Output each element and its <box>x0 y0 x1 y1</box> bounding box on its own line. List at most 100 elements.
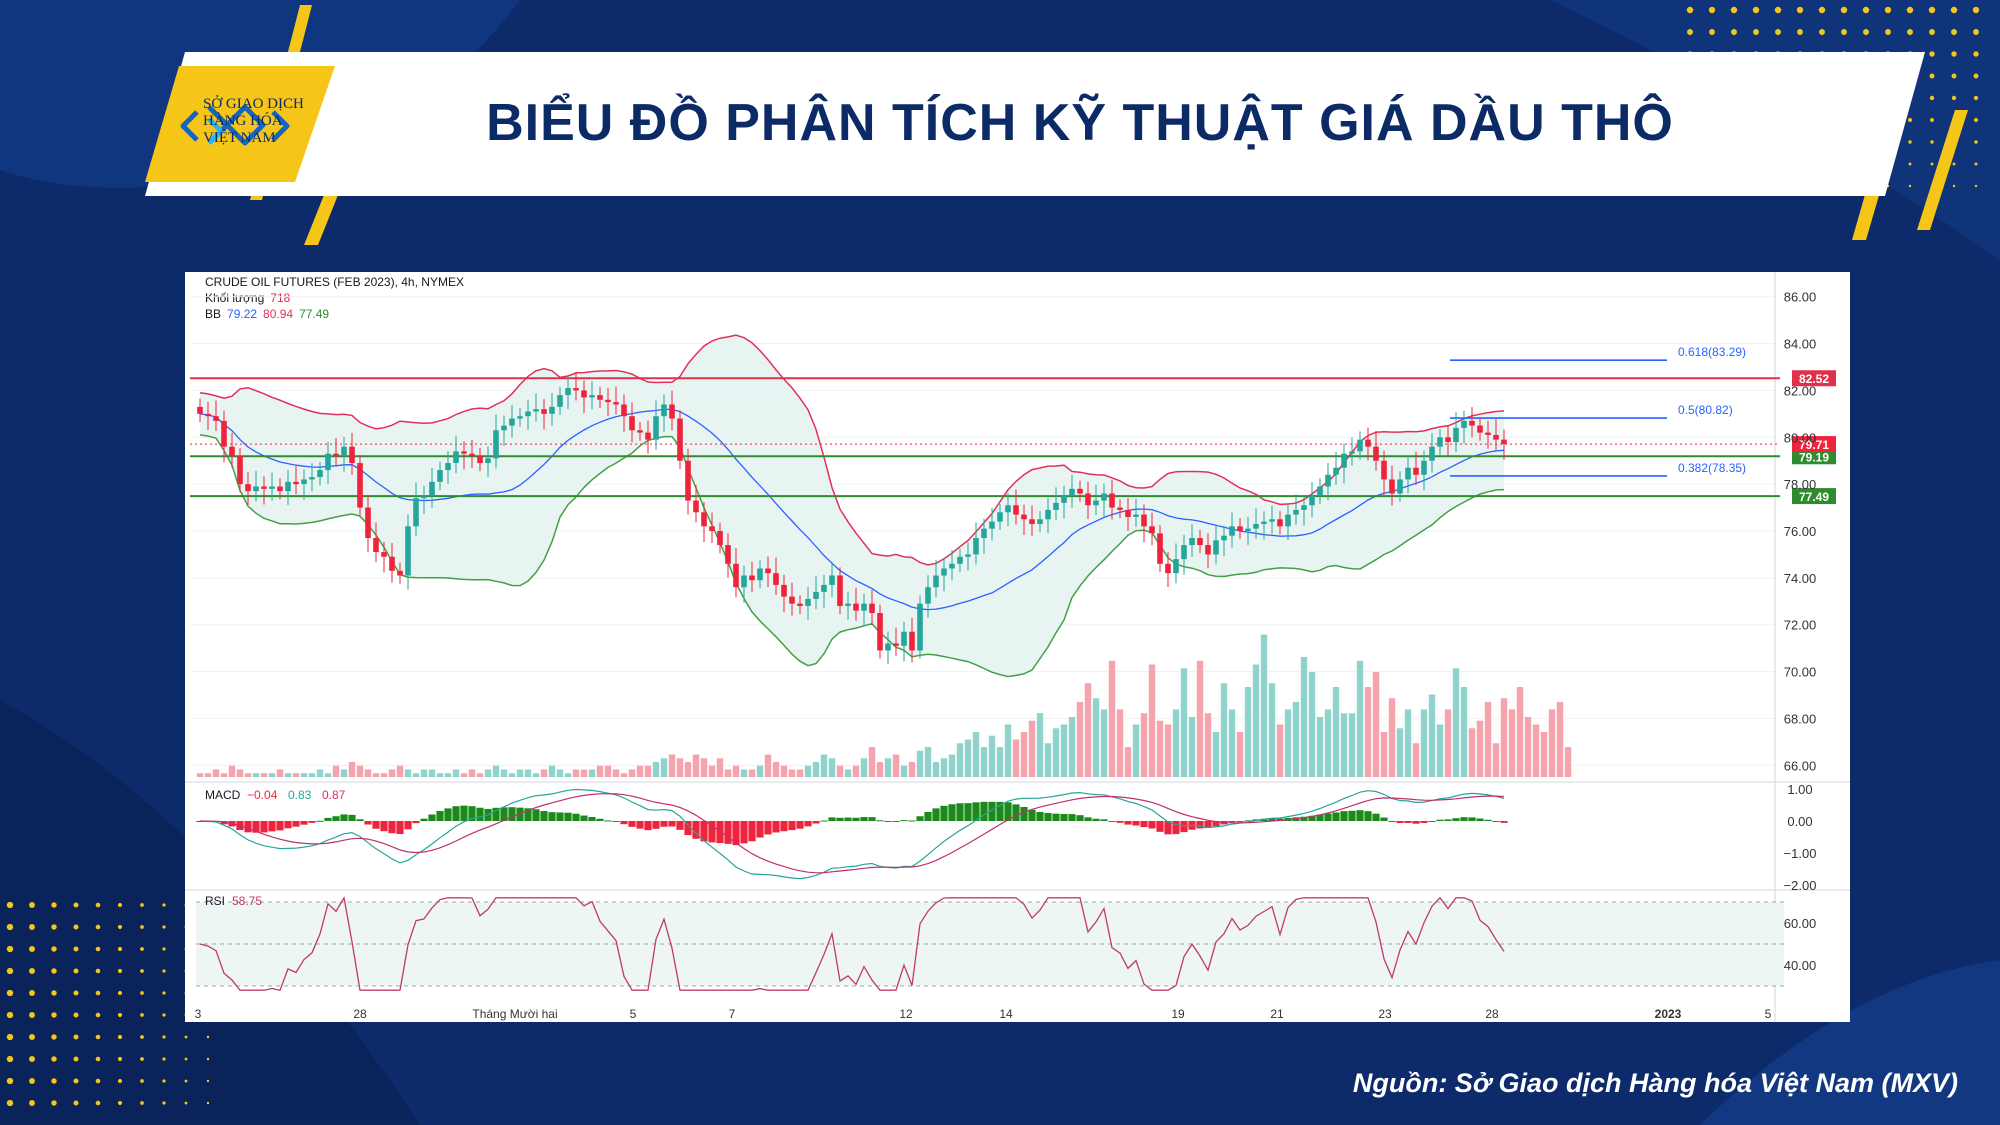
decor-dot <box>73 1078 79 1084</box>
decor-dot <box>1951 29 1957 35</box>
decor-dot <box>1929 95 1935 101</box>
decor-dot <box>6 1055 14 1063</box>
decor-dot <box>95 902 101 908</box>
decor-dot <box>184 1079 188 1083</box>
decor-dot <box>1884 6 1892 14</box>
decor-dot <box>1774 6 1782 14</box>
decor-dot <box>140 1057 144 1061</box>
decor-dot <box>29 1078 35 1084</box>
decor-dot <box>162 903 166 907</box>
decor-dot <box>184 1057 188 1061</box>
volume-value: 718 <box>270 291 291 305</box>
decor-dot <box>73 946 79 952</box>
symbol-line: CRUDE OIL FUTURES (FEB 2023), 4h, NYMEX <box>205 275 464 289</box>
decor-dot <box>1908 162 1912 166</box>
decor-dot <box>29 902 35 908</box>
decor-dot <box>1928 6 1936 14</box>
decor-dot <box>73 1012 79 1018</box>
decor-dot <box>140 969 144 973</box>
decor-dot <box>184 1101 188 1105</box>
decor-dot <box>140 1101 144 1105</box>
decor-dot <box>206 1079 210 1083</box>
source-note: Nguồn: Sở Giao dịch Hàng hóa Việt Nam (M… <box>1352 1068 1958 1098</box>
decor-dot <box>162 1079 166 1083</box>
decor-dot <box>1862 6 1870 14</box>
decor-dot <box>29 968 35 974</box>
decor-dot <box>117 1078 123 1084</box>
bb-lower-value: 77.49 <box>299 307 330 321</box>
decor-dot <box>1687 29 1693 35</box>
decor-dot <box>51 924 57 930</box>
decor-dot <box>95 924 101 930</box>
decor-dot <box>117 924 123 930</box>
decor-dot <box>1930 162 1934 166</box>
decor-dot <box>162 1013 166 1017</box>
decor-dot <box>1709 29 1715 35</box>
decor-dot <box>1753 29 1759 35</box>
decor-dot <box>29 1100 35 1106</box>
decor-dot <box>95 1056 101 1062</box>
decor-dot <box>6 1033 14 1041</box>
decor-dot <box>140 1079 144 1083</box>
logo-line: HÀNG HÓA <box>203 113 283 129</box>
decor-dot <box>1686 6 1694 14</box>
decor-dot <box>95 1100 101 1106</box>
decor-dot <box>140 925 144 929</box>
decor-dot <box>29 1056 35 1062</box>
decor-dot <box>162 991 166 995</box>
decor-dot <box>73 990 79 996</box>
decor-dot <box>1929 73 1935 79</box>
decor-dot <box>1796 6 1804 14</box>
decor-dot <box>162 947 166 951</box>
decor-dot <box>51 1078 57 1084</box>
decor-dot <box>117 1100 123 1106</box>
decor-dot <box>1929 29 1935 35</box>
volume-legend: Khối lượng 718 <box>205 290 464 306</box>
decor-dot <box>140 991 144 995</box>
decor-dot <box>1930 118 1934 122</box>
decor-dot <box>1906 6 1914 14</box>
chart-legend: CRUDE OIL FUTURES (FEB 2023), 4h, NYMEX … <box>205 274 464 322</box>
logo-line: VIỆT NAM <box>203 130 276 146</box>
decor-dot <box>1973 73 1979 79</box>
decor-dot <box>162 1035 166 1039</box>
decor-dot <box>1863 29 1869 35</box>
decor-dot <box>1973 95 1979 101</box>
decor-dot <box>162 1057 166 1061</box>
decor-dot <box>6 1011 14 1019</box>
decor-dot <box>1951 73 1957 79</box>
decor-dot <box>1752 6 1760 14</box>
decor-dot <box>162 969 166 973</box>
decor-dot <box>1908 118 1912 122</box>
decor-dot <box>6 989 14 997</box>
decor-dot <box>6 923 14 931</box>
decor-dot <box>95 990 101 996</box>
decor-dot <box>6 967 14 975</box>
decor-dot <box>51 1056 57 1062</box>
decor-dot <box>1841 29 1847 35</box>
decor-dot <box>117 968 123 974</box>
bb-upper-value: 80.94 <box>263 307 294 321</box>
decor-dot <box>51 1012 57 1018</box>
decor-dot <box>6 901 14 909</box>
bb-basis-value: 79.22 <box>227 307 258 321</box>
logo-text: SỞ GIAO DỊCH HÀNG HÓA VIỆT NAM <box>203 96 323 147</box>
decor-dot <box>1930 140 1934 144</box>
decor-dot <box>1908 184 1912 188</box>
decor-dot <box>29 946 35 952</box>
decor-dot <box>117 902 123 908</box>
decor-dot <box>29 1034 35 1040</box>
chart-panel <box>185 272 1850 1022</box>
decor-dot <box>140 903 144 907</box>
decor-dot <box>6 945 14 953</box>
decor-dot <box>1908 140 1912 144</box>
decor-dot <box>1952 162 1956 166</box>
decor-dot <box>140 1035 144 1039</box>
page-title: BIỂU ĐỒ PHÂN TÍCH KỸ THUẬT GIÁ DẦU THÔ <box>486 94 1674 152</box>
decor-dot <box>95 1034 101 1040</box>
decor-dot <box>1730 6 1738 14</box>
decor-dot <box>1708 6 1716 14</box>
decor-dot <box>29 1012 35 1018</box>
decor-dot <box>117 1012 123 1018</box>
decor-dot <box>95 1012 101 1018</box>
